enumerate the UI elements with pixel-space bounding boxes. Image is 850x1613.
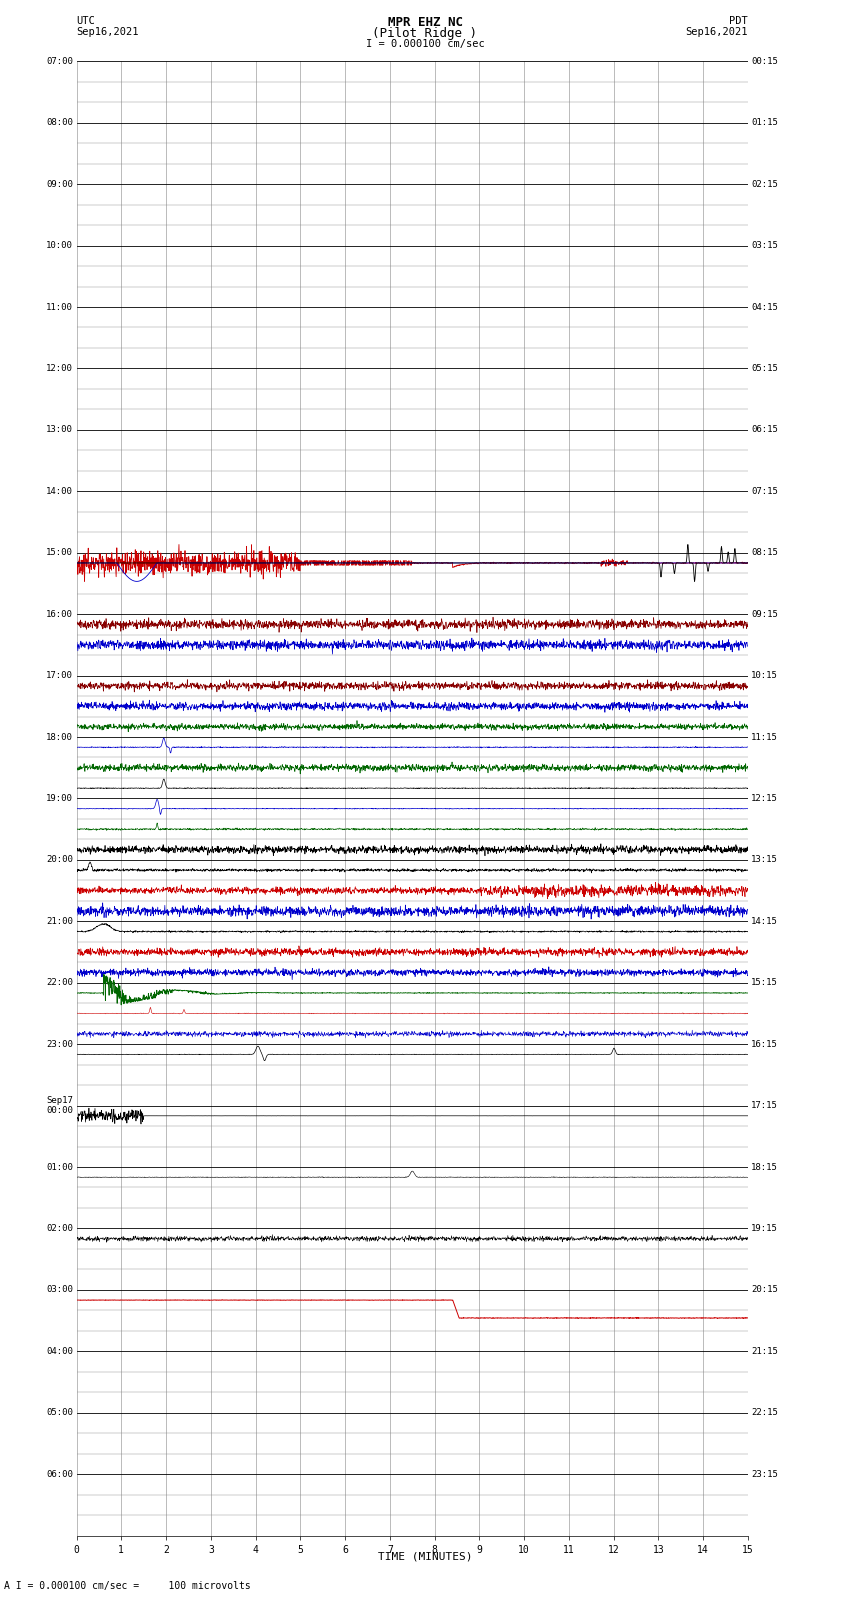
Text: 08:15: 08:15 [751,548,779,556]
Text: 20:15: 20:15 [751,1286,779,1294]
Text: 04:15: 04:15 [751,303,779,311]
Text: 05:00: 05:00 [46,1408,73,1418]
Text: 20:00: 20:00 [46,855,73,865]
Text: 22:00: 22:00 [46,977,73,987]
Text: 12:00: 12:00 [46,365,73,373]
Text: UTC: UTC [76,16,95,26]
Text: 10:15: 10:15 [751,671,779,681]
Text: 13:15: 13:15 [751,855,779,865]
Text: TIME (MINUTES): TIME (MINUTES) [377,1552,473,1561]
Text: 18:15: 18:15 [751,1163,779,1171]
Text: 21:15: 21:15 [751,1347,779,1357]
Text: 08:00: 08:00 [46,118,73,127]
Text: 17:00: 17:00 [46,671,73,681]
Text: 18:00: 18:00 [46,732,73,742]
Text: 01:00: 01:00 [46,1163,73,1171]
Text: 06:15: 06:15 [751,426,779,434]
Text: I = 0.000100 cm/sec: I = 0.000100 cm/sec [366,39,484,48]
Text: Sep17
00:00: Sep17 00:00 [46,1095,73,1115]
Text: 12:15: 12:15 [751,794,779,803]
Text: 01:15: 01:15 [751,118,779,127]
Text: 07:00: 07:00 [46,56,73,66]
Text: (Pilot Ridge ): (Pilot Ridge ) [372,27,478,40]
Text: 22:15: 22:15 [751,1408,779,1418]
Text: 16:15: 16:15 [751,1040,779,1048]
Text: 09:15: 09:15 [751,610,779,619]
Text: 04:00: 04:00 [46,1347,73,1357]
Text: 02:15: 02:15 [751,179,779,189]
Text: 13:00: 13:00 [46,426,73,434]
Text: 03:15: 03:15 [751,240,779,250]
Text: 21:00: 21:00 [46,916,73,926]
Text: 19:15: 19:15 [751,1224,779,1232]
Text: 11:15: 11:15 [751,732,779,742]
Text: 09:00: 09:00 [46,179,73,189]
Text: PDT: PDT [729,16,748,26]
Text: 07:15: 07:15 [751,487,779,495]
Text: 06:00: 06:00 [46,1469,73,1479]
Text: 05:15: 05:15 [751,365,779,373]
Text: 16:00: 16:00 [46,610,73,619]
Text: 15:00: 15:00 [46,548,73,556]
Text: 00:15: 00:15 [751,56,779,66]
Text: 23:15: 23:15 [751,1469,779,1479]
Text: 17:15: 17:15 [751,1102,779,1110]
Text: 11:00: 11:00 [46,303,73,311]
Text: 14:15: 14:15 [751,916,779,926]
Text: 03:00: 03:00 [46,1286,73,1294]
Text: Sep16,2021: Sep16,2021 [76,27,139,37]
Text: Sep16,2021: Sep16,2021 [685,27,748,37]
Text: 23:00: 23:00 [46,1040,73,1048]
Text: MPR EHZ NC: MPR EHZ NC [388,16,462,29]
Text: 19:00: 19:00 [46,794,73,803]
Text: 10:00: 10:00 [46,240,73,250]
Text: A I = 0.000100 cm/sec =     100 microvolts: A I = 0.000100 cm/sec = 100 microvolts [4,1581,251,1590]
Text: 14:00: 14:00 [46,487,73,495]
Text: 15:15: 15:15 [751,977,779,987]
Text: 02:00: 02:00 [46,1224,73,1232]
